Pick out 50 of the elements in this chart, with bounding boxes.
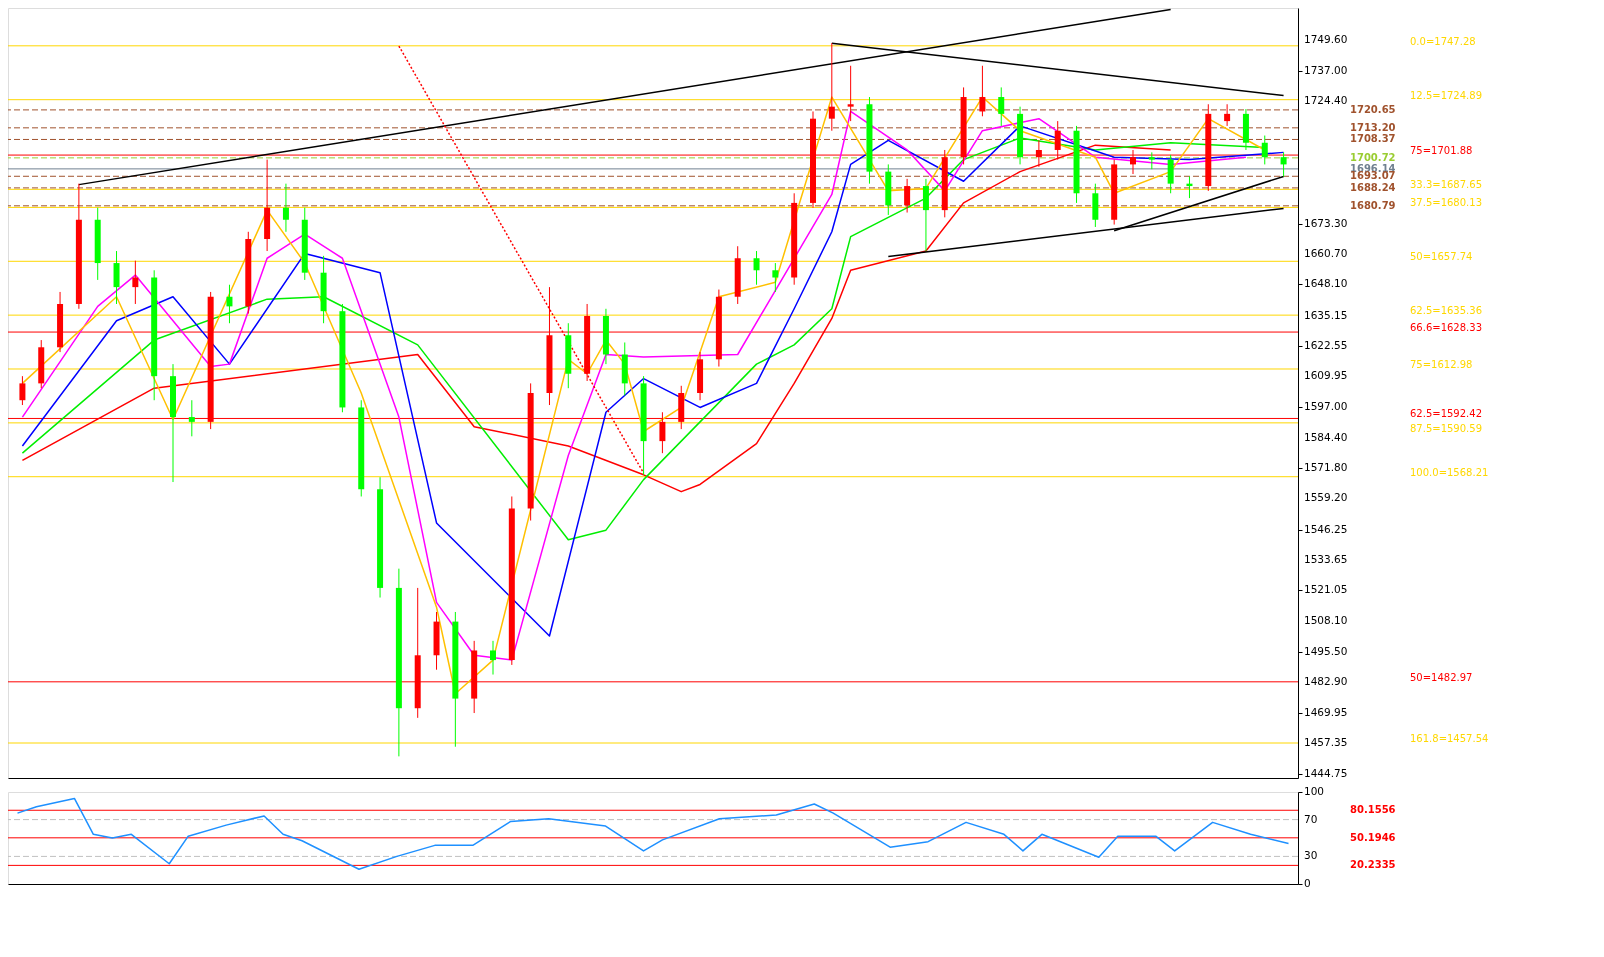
- y-tick-label: 1673.30: [1304, 216, 1348, 229]
- y-tick-label: 1648.10: [1304, 277, 1348, 290]
- ref-line-label: 80.1556: [1350, 804, 1396, 816]
- y-tick-label: 1571.80: [1304, 461, 1348, 474]
- ref-line-label: 62.5=1592.42: [1410, 408, 1482, 420]
- ref-line-label: 66.6=1628.33: [1410, 322, 1482, 334]
- y-tick-label: 1724.40: [1304, 93, 1348, 106]
- ref-line-label: 1688.24: [1350, 181, 1396, 193]
- ref-line-label: 50.1946: [1350, 831, 1396, 843]
- ref-line-label: 100.0=1568.21: [1410, 466, 1489, 478]
- y-tick-label: 70: [1304, 812, 1318, 825]
- ref-line-label: 161.8=1457.54: [1410, 733, 1489, 745]
- ref-line-label: 75=1701.88: [1410, 145, 1473, 157]
- y-tick-label: 1444.75: [1304, 766, 1348, 779]
- y-tick-label: 100: [1304, 785, 1325, 797]
- y-tick-label: 1508.10: [1304, 614, 1348, 627]
- y-tick-label: 1521.05: [1304, 583, 1348, 596]
- y-tick-label: 0: [1304, 877, 1311, 889]
- y-tick-label: 1609.95: [1304, 369, 1348, 382]
- y-tick-label: 1546.25: [1304, 522, 1348, 535]
- y-tick-label: 1482.90: [1304, 674, 1348, 687]
- ref-line-label: 87.5=1590.59: [1410, 422, 1482, 434]
- ref-line-label: 0.0=1747.28: [1410, 35, 1476, 47]
- ref-line-label: 33.3=1687.65: [1410, 179, 1482, 191]
- ref-line-label: 1720.65: [1350, 103, 1396, 115]
- y-tick-label: 30: [1304, 849, 1318, 862]
- y-tick-label: 1597.00: [1304, 400, 1348, 413]
- ref-line-label: 1708.37: [1350, 133, 1396, 145]
- y-tick-label: 1622.55: [1304, 338, 1348, 351]
- ref-line-label: 50=1482.97: [1410, 671, 1473, 683]
- ref-line-label: 37.5=1680.13: [1410, 197, 1482, 209]
- y-tick-label: 1469.95: [1304, 706, 1348, 719]
- ref-line-label: 1700.72: [1350, 151, 1396, 163]
- y-tick-label: 1457.35: [1304, 736, 1348, 749]
- ref-line-label: 62.5=1635.36: [1410, 305, 1482, 317]
- y-tick-label: 1737.00: [1304, 63, 1348, 76]
- y-tick-label: 1495.50: [1304, 644, 1348, 657]
- y-tick-label: 1749.60: [1304, 33, 1348, 46]
- ref-line-label: 1713.20: [1350, 121, 1396, 133]
- ref-line-label: 75=1612.98: [1410, 358, 1473, 370]
- y-tick-label: 1635.15: [1304, 308, 1348, 321]
- ref-line-label: 12.5=1724.89: [1410, 89, 1482, 101]
- ref-line-label: 1680.79: [1350, 199, 1396, 211]
- y-tick-label: 1559.20: [1304, 491, 1348, 504]
- ref-line-label: 20.2335: [1350, 859, 1396, 871]
- ref-line-label: 1693.07: [1350, 170, 1396, 182]
- y-tick-label: 1533.65: [1304, 552, 1348, 565]
- ref-line-label: 50=1657.74: [1410, 251, 1473, 263]
- y-tick-label: 1584.40: [1304, 430, 1348, 443]
- y-tick-label: 1660.70: [1304, 247, 1348, 260]
